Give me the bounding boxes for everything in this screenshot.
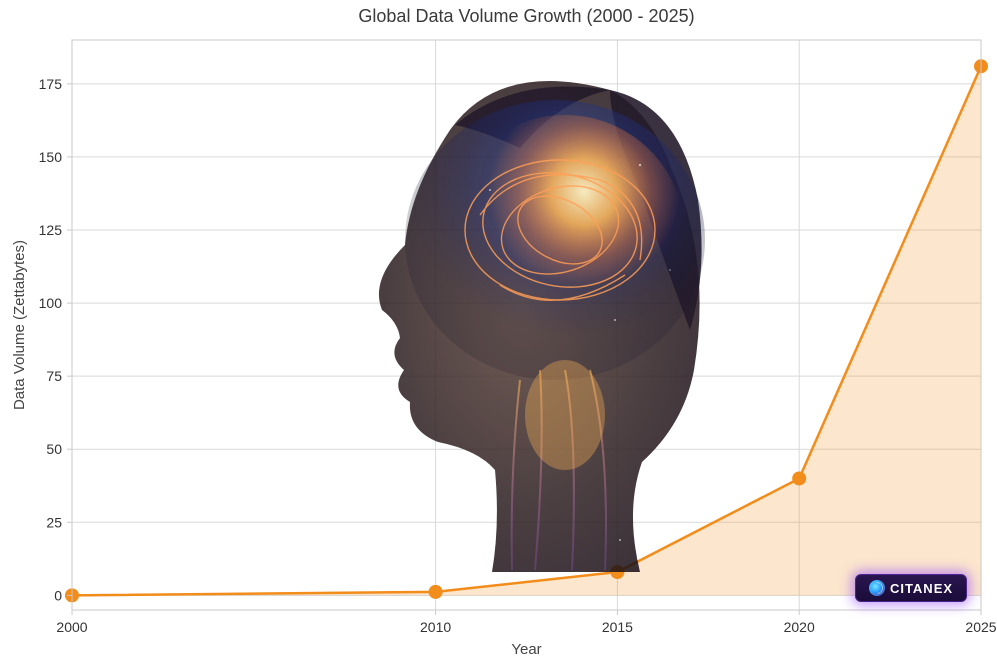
y-axis-label: Data Volume (Zettabytes) [11, 240, 28, 410]
swirl-icon [869, 580, 885, 596]
line-area-chart: 0 25 50 75 100 125 150 175 2000 2010 2015 2020 2025 Y… [0, 0, 997, 660]
y-tick-label: 100 [39, 295, 63, 311]
y-tick-label: 175 [39, 76, 63, 92]
y-tick-label: 25 [46, 514, 62, 530]
x-tick-label: 2020 [784, 619, 815, 635]
chart-marker [429, 585, 443, 599]
y-tick-label: 125 [39, 222, 63, 238]
y-tick-label: 0 [54, 587, 62, 603]
chart-title: Global Data Volume Growth (2000 - 2025) [358, 6, 694, 26]
y-tick-label: 50 [46, 441, 62, 457]
y-tick-label: 150 [39, 149, 63, 165]
watermark-badge: CITANEX [855, 574, 967, 602]
x-tick-label: 2025 [965, 619, 996, 635]
x-tick-label: 2000 [56, 619, 87, 635]
chart-area-fill [72, 66, 981, 595]
chart-container: 0 25 50 75 100 125 150 175 2000 2010 2015 2020 2025 Y… [0, 0, 997, 660]
watermark-label: CITANEX [890, 581, 953, 596]
chart-marker [610, 565, 624, 579]
x-axis-label: Year [511, 641, 541, 658]
x-tick-label: 2015 [602, 619, 633, 635]
chart-marker [792, 471, 806, 485]
y-tick-label: 75 [46, 368, 62, 384]
x-tick-label: 2010 [420, 619, 451, 635]
